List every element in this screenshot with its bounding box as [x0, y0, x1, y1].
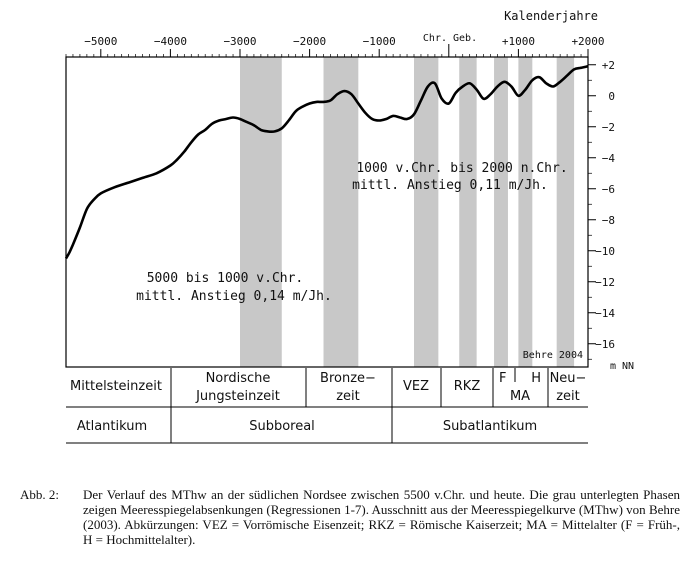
chr-geb-label: Chr. Geb.	[423, 33, 477, 44]
regression-band-6	[518, 57, 533, 367]
period-jungsteinzeit-line2: Jungsteinzeit	[195, 389, 280, 404]
period-mittelsteinzeit: Mittelsteinzeit	[70, 379, 162, 394]
top-tick-label-3: −2000	[293, 35, 326, 48]
period-neuzeit-line1: Neu−	[550, 371, 587, 386]
caption-label: Abb. 2:	[20, 487, 59, 502]
regression-band-1	[240, 57, 282, 367]
plot-border	[65, 56, 589, 368]
right-tick-label-8: −14	[595, 307, 615, 320]
period-ma-line2: MA	[510, 389, 530, 404]
top-axis: −5000 −4000 −3000 −2000 −1000 +1000 +2000	[65, 35, 605, 57]
caption-text: Der Verlauf des MThw an der südlichen No…	[83, 487, 680, 547]
period-rkz: RKZ	[454, 379, 481, 394]
right-tick-label-2: −2	[602, 121, 615, 134]
credit-label: Behre 2004	[523, 350, 583, 361]
annotation-late-line2: mittl. Anstieg 0,11 m/Jh.	[352, 178, 548, 193]
regression-band-4	[459, 57, 477, 367]
axis-title-kalenderjahre: Kalenderjahre	[504, 9, 598, 23]
annotation-early-line2: mittl. Anstieg 0,14 m/Jh.	[136, 289, 332, 304]
period-atlantikum: Atlantikum	[77, 419, 147, 434]
right-axis: +2 0 −2 −4 −6 −8 −10 −12 −14 −16	[588, 59, 615, 360]
period-bronzezeit-line2: zeit	[336, 389, 360, 404]
right-tick-label-6: −10	[595, 245, 615, 258]
regression-band-3	[414, 57, 439, 367]
top-tick-label-4: −1000	[363, 35, 396, 48]
regression-band-7	[556, 57, 575, 367]
right-tick-label-3: −4	[602, 152, 616, 165]
period-jungsteinzeit-line1: Nordische	[206, 371, 271, 386]
right-tick-label-0: +2	[602, 59, 615, 72]
top-tick-label-0: −5000	[84, 35, 117, 48]
regression-band-2	[323, 57, 359, 367]
right-tick-label-9: −16	[595, 338, 615, 351]
plot-frame	[65, 56, 589, 368]
right-tick-label-7: −12	[595, 276, 615, 289]
period-subboreal: Subboreal	[249, 419, 315, 434]
sea-level-chart: −5000 −4000 −3000 −2000 −1000 +1000 +2000 +2 0 −…	[64, 9, 634, 444]
top-tick-label-6: +2000	[571, 35, 604, 48]
annotation-early-line1: 5000 bis 1000 v.Chr.	[147, 271, 304, 286]
period-vez: VEZ	[403, 379, 429, 394]
period-bronzezeit-line1: Bronze−	[320, 371, 376, 386]
regression-band-5	[494, 57, 508, 367]
figure-caption: Abb. 2: Der Verlauf des MThw an der südl…	[20, 487, 680, 547]
period-subatlantikum: Subatlantikum	[443, 419, 537, 434]
period-ma-line1: F H	[499, 371, 541, 386]
right-tick-label-4: −6	[602, 183, 615, 196]
top-tick-label-2: −3000	[223, 35, 256, 48]
regression-bands	[240, 57, 575, 367]
right-tick-label-1: 0	[608, 90, 615, 103]
period-table	[66, 368, 588, 444]
top-tick-label-5: +1000	[502, 35, 535, 48]
unit-label: m NN	[610, 361, 634, 372]
annotation-late-line1: 1000 v.Chr. bis 2000 n.Chr.	[356, 161, 567, 176]
top-tick-label-1: −4000	[154, 35, 187, 48]
period-neuzeit-line2: zeit	[556, 389, 580, 404]
right-tick-label-5: −8	[602, 214, 615, 227]
sea-level-curve	[64, 65, 589, 260]
